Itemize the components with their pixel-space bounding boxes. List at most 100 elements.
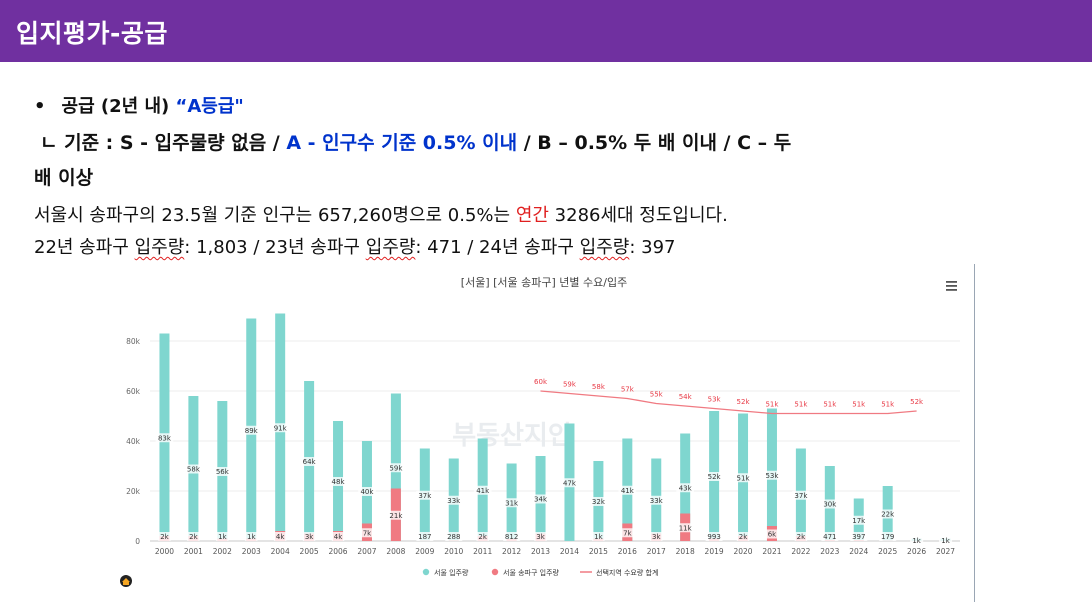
label-songpa-2019: 993 [707, 533, 720, 541]
label-seoul-2010-bg [444, 495, 463, 505]
label-songpa-2011: 2k [478, 533, 487, 541]
legend-seoul-label: 서울 입주량 [434, 568, 469, 577]
label-songpa-2013-bg [533, 532, 548, 541]
label-songpa-2009-bg [415, 532, 434, 541]
label-seoul-2005: 64k [303, 458, 317, 466]
x-tick-label: 2001 [184, 547, 203, 556]
label-songpa-2022-bg [794, 532, 808, 541]
label-seoul-2024-bg [849, 515, 868, 525]
households-text: 3286세대 정도입니다. [548, 205, 728, 226]
chart-container: [서울] [서울 송파구] 년별 수요/입주 0 20k 40k 60k 80k 부동산지인… [112, 266, 976, 606]
label-demand-2016: 57k [621, 386, 635, 394]
criteria-a: A - 인구수 기준 0.5% 이내 [286, 132, 518, 154]
label-songpa-2023: 471 [823, 533, 836, 541]
x-tick-label: 2006 [328, 547, 347, 556]
label-seoul-2022-bg [791, 490, 810, 500]
label-seoul-2014: 47k [563, 479, 577, 487]
label-songpa-2001-bg [186, 532, 200, 541]
annual-text: 연간 [515, 205, 549, 226]
x-tick-label: 2019 [705, 547, 724, 556]
label-seoul-2011: 41k [476, 487, 490, 495]
label-seoul-2003-bg [242, 425, 261, 435]
label-seoul-2027: 1k [941, 537, 950, 545]
legend-demand-label: 선택지역 수요량 합계 [596, 568, 658, 577]
label-seoul-2020: 51k [737, 474, 751, 482]
house-logo-roof [122, 578, 130, 585]
x-tick-label: 2002 [213, 547, 232, 556]
label-songpa-2015-bg [591, 532, 605, 541]
label-seoul-2015-bg [589, 497, 608, 506]
criteria-line-cont: 배 이상 [34, 167, 94, 189]
label-seoul-2012: 31k [505, 499, 519, 507]
x-tick-label: 2025 [878, 547, 897, 556]
label-demand-2026: 52k [910, 398, 924, 406]
label-seoul-2022: 37k [794, 492, 808, 500]
x-tick-label: 2003 [242, 547, 261, 556]
hamburger-menu-icon[interactable] [946, 281, 957, 291]
population-line: 서울시 송파구의 23.5월 기준 인구는 657,260명으로 0.5%는 연… [34, 201, 728, 227]
label-seoul-2013-bg [531, 494, 550, 504]
x-tick-label: 2010 [444, 547, 463, 556]
label-songpa-2005-bg [302, 532, 316, 541]
y-tick-label: 0 [135, 537, 140, 546]
label-demand-2018: 54k [679, 393, 693, 401]
label-demand-2023: 51k [823, 401, 837, 409]
label-seoul-2017: 33k [650, 497, 664, 505]
y-tick-label: 20k [126, 487, 141, 496]
label-seoul-2003: 89k [245, 427, 259, 435]
label-seoul-2020-bg [734, 473, 752, 483]
x-tick-label: 2018 [676, 547, 695, 556]
label-songpa-2011-bg [476, 532, 490, 541]
x-tick-label: 2009 [415, 547, 434, 556]
label-seoul-2019-bg [705, 472, 724, 481]
label-songpa-2025-bg [878, 532, 897, 541]
supply-word: 입주량 [134, 237, 185, 258]
label-songpa-2003: 1k [247, 533, 256, 541]
label-songpa-2000: 2k [160, 533, 169, 541]
label-songpa-2001: 2k [189, 533, 198, 541]
label-seoul-2025: 22k [881, 511, 895, 519]
label-seoul-2012-bg [502, 498, 521, 508]
label-seoul-2007: 40k [360, 488, 374, 496]
label-songpa-2006: 4k [334, 533, 343, 541]
label-songpa-2008: 21k [389, 512, 403, 520]
label-demand-2021: 51k [765, 401, 779, 409]
label-songpa-2022: 2k [797, 533, 806, 541]
label-songpa-2004-bg [273, 532, 287, 541]
label-seoul-2027-bg [938, 535, 953, 545]
label-seoul-2018-bg [676, 483, 695, 493]
x-tick-label: 2021 [762, 547, 781, 556]
label-songpa-2004: 4k [276, 533, 285, 541]
label-demand-2015: 58k [592, 383, 606, 391]
label-seoul-2004: 91k [274, 424, 288, 432]
watermark-text: 부동산지인 [452, 421, 572, 451]
chart-divider [974, 264, 975, 602]
label-songpa-2023-bg [820, 532, 839, 541]
label-seoul-2009: 37k [418, 492, 432, 500]
label-seoul-2004-bg [271, 423, 290, 433]
label-seoul-2026-bg [910, 535, 924, 545]
label-seoul-2013: 34k [534, 496, 548, 504]
label-seoul-2023-bg [820, 499, 839, 509]
label-seoul-2008: 59k [389, 464, 403, 472]
label-songpa-2025: 179 [881, 533, 894, 541]
label-demand-2020: 52k [737, 398, 751, 406]
label-demand-2017: 55k [650, 391, 664, 399]
label-seoul-2011-bg [473, 485, 492, 495]
x-tick-label: 2005 [300, 547, 319, 556]
label-songpa-2016: 7k [623, 529, 632, 537]
label-songpa-2006-bg [331, 532, 345, 541]
x-tick-label: 2026 [907, 547, 926, 556]
label-songpa-2007: 7k [363, 529, 372, 537]
label-songpa-2020-bg [736, 532, 750, 541]
grade-text: “A등급" [175, 96, 244, 117]
label-songpa-2019-bg [705, 532, 724, 541]
label-songpa-2015: 1k [594, 533, 603, 541]
label-songpa-2005: 3k [305, 533, 314, 541]
label-songpa-2018-bg [676, 523, 695, 533]
x-tick-label: 2011 [473, 547, 492, 556]
label-songpa-2012: 812 [505, 533, 518, 541]
label-songpa-2000-bg [157, 532, 172, 541]
x-tick-label: 2000 [155, 547, 174, 556]
label-seoul-2002-bg [213, 467, 232, 476]
